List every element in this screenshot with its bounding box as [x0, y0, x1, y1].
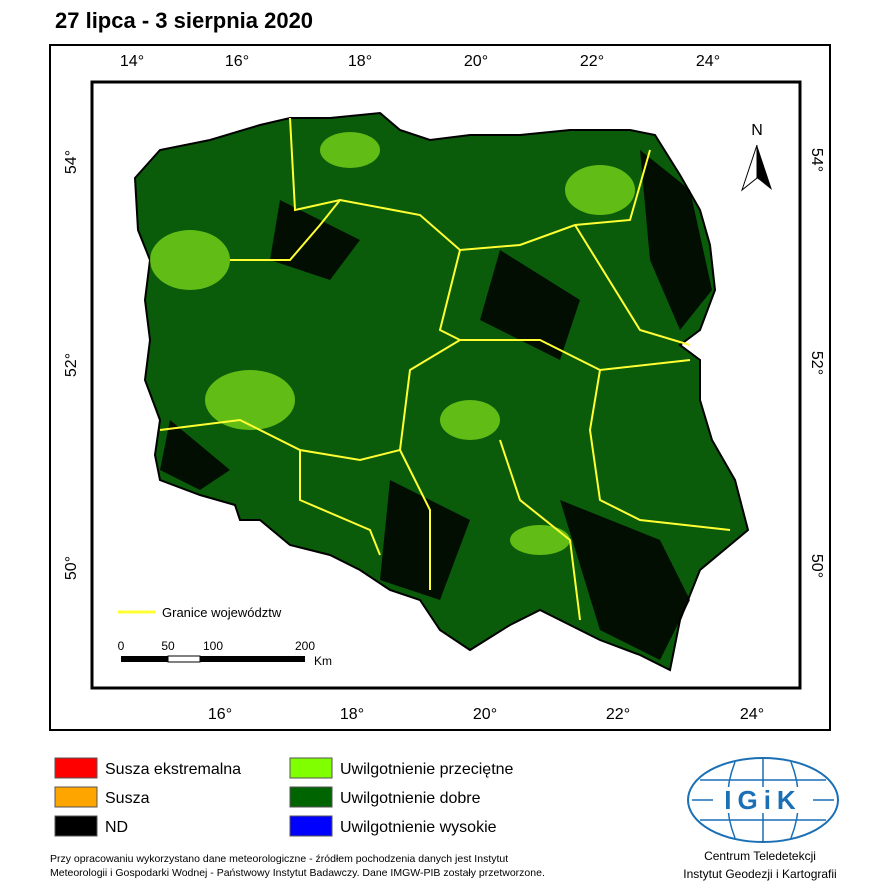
logo: IGiK: [687, 757, 839, 843]
legend-swatch: [54, 786, 98, 808]
institute-line: Centrum Teledetekcji: [704, 849, 816, 863]
legend-label: Uwilgotnienie dobre: [340, 790, 481, 807]
footnote: Przy opracowaniu wykorzystano dane meteo…: [50, 853, 508, 865]
lon-label: 20°: [464, 53, 488, 70]
lat-label: 54°: [808, 148, 825, 172]
voivodeship-borders: [159, 117, 731, 621]
lon-label: 16°: [208, 706, 232, 723]
legend-label: Susza ekstremalna: [105, 761, 241, 778]
legend-swatch: [289, 786, 333, 808]
lon-label: 20°: [473, 706, 497, 723]
legend-label: Uwilgotnienie przeciętne: [340, 761, 514, 778]
scale-unit: Km: [314, 654, 332, 668]
legend-swatch: [54, 757, 98, 779]
lon-label: 22°: [580, 53, 604, 70]
lon-label: 18°: [340, 706, 364, 723]
lat-label: 52°: [63, 353, 80, 377]
logo-text: IGiK: [724, 785, 801, 815]
lon-label: 16°: [225, 53, 249, 70]
lon-label: 14°: [120, 53, 144, 70]
north-arrow: N: [740, 122, 772, 192]
legend-swatch: [54, 815, 98, 837]
boundary-legend-label: Granice województw: [162, 605, 282, 620]
legend-swatch: [289, 757, 333, 779]
lon-label: 22°: [606, 706, 630, 723]
outer-frame: [49, 44, 831, 731]
scale-label: 50: [161, 639, 175, 653]
lon-label: 18°: [348, 53, 372, 70]
north-label: N: [751, 122, 763, 139]
scale-bar: [121, 655, 305, 663]
lat-label: 50°: [63, 556, 80, 580]
scale-label: 100: [203, 639, 223, 653]
title: 27 lipca - 3 sierpnia 2020: [55, 8, 313, 33]
lat-label: 50°: [808, 554, 825, 578]
legend-label: ND: [105, 819, 128, 836]
scale-label: 0: [118, 639, 125, 653]
lon-label: 24°: [740, 706, 764, 723]
footnote: Meteorologii i Gospodarki Wodnej - Państ…: [50, 867, 545, 879]
nd-patches: [160, 150, 712, 660]
moist-patches: [150, 132, 635, 555]
map-frame: [90, 80, 802, 690]
lon-label: 24°: [696, 53, 720, 70]
legend-swatch: [289, 815, 333, 837]
institute-line: Instytut Geodezji i Kartografii: [683, 867, 836, 881]
legend-label: Susza: [105, 790, 150, 807]
scale-label: 200: [295, 639, 315, 653]
legend-label: Uwilgotnienie wysokie: [340, 819, 497, 836]
lat-label: 52°: [808, 351, 825, 375]
lat-label: 54°: [63, 150, 80, 174]
